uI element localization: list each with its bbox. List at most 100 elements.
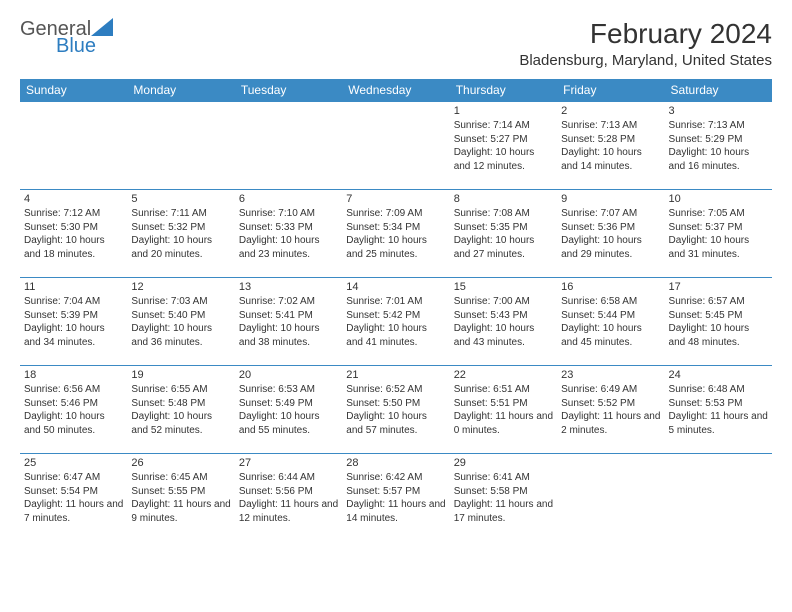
location: Bladensburg, Maryland, United States bbox=[519, 52, 772, 69]
day-number: 23 bbox=[561, 369, 660, 381]
daylight-text: Daylight: 10 hours and 25 minutes. bbox=[346, 234, 445, 261]
calendar-cell: 9Sunrise: 7:07 AMSunset: 5:36 PMDaylight… bbox=[557, 190, 664, 278]
day-number: 29 bbox=[454, 457, 553, 469]
calendar-cell-empty bbox=[557, 454, 664, 542]
calendar-cell: 15Sunrise: 7:00 AMSunset: 5:43 PMDayligh… bbox=[450, 278, 557, 366]
daylight-text: Daylight: 10 hours and 27 minutes. bbox=[454, 234, 553, 261]
daylight-text: Daylight: 10 hours and 20 minutes. bbox=[131, 234, 230, 261]
calendar-cell: 7 Sunrise: 7:09 AMSunset: 5:34 PMDaylight… bbox=[342, 190, 449, 278]
day-number: 10 bbox=[669, 193, 768, 205]
day-number: 26 bbox=[131, 457, 230, 469]
calendar-cell: 23Sunrise: 6:49 AMSunset: 5:52 PMDayligh… bbox=[557, 366, 664, 454]
sunset-text: Sunset: 5:30 PM bbox=[24, 221, 123, 235]
sunrise-text: Sunrise: 6:57 AM bbox=[669, 295, 768, 309]
daylight-text: Daylight: 11 hours and 12 minutes. bbox=[239, 498, 338, 525]
calendar-cell-empty bbox=[665, 454, 772, 542]
sunrise-text: Sunrise: 7:01 AM bbox=[346, 295, 445, 309]
calendar-row: 11Sunrise: 7:04 AMSunset: 5:39 PMDayligh… bbox=[20, 278, 772, 366]
day-number: 7 bbox=[346, 193, 445, 205]
sunset-text: Sunset: 5:27 PM bbox=[454, 133, 553, 147]
calendar-cell: 6Sunrise: 7:10 AMSunset: 5:33 PMDaylight… bbox=[235, 190, 342, 278]
calendar-body: 1Sunrise: 7:14 AMSunset: 5:27 PMDaylight… bbox=[20, 102, 772, 542]
daylight-text: Daylight: 10 hours and 31 minutes. bbox=[669, 234, 768, 261]
sunset-text: Sunset: 5:42 PM bbox=[346, 309, 445, 323]
weekday-header: Wednesday bbox=[342, 79, 449, 102]
sunset-text: Sunset: 5:58 PM bbox=[454, 485, 553, 499]
sunrise-text: Sunrise: 6:58 AM bbox=[561, 295, 660, 309]
calendar-cell: 22Sunrise: 6:51 AMSunset: 5:51 PMDayligh… bbox=[450, 366, 557, 454]
calendar-cell: 27Sunrise: 6:44 AMSunset: 5:56 PMDayligh… bbox=[235, 454, 342, 542]
sunrise-text: Sunrise: 6:47 AM bbox=[24, 471, 123, 485]
sunrise-text: Sunrise: 7:02 AM bbox=[239, 295, 338, 309]
daylight-text: Daylight: 10 hours and 16 minutes. bbox=[669, 146, 768, 173]
daylight-text: Daylight: 10 hours and 29 minutes. bbox=[561, 234, 660, 261]
sunset-text: Sunset: 5:36 PM bbox=[561, 221, 660, 235]
sunrise-text: Sunrise: 7:07 AM bbox=[561, 207, 660, 221]
calendar-row: 4Sunrise: 7:12 AMSunset: 5:30 PMDaylight… bbox=[20, 190, 772, 278]
sunset-text: Sunset: 5:35 PM bbox=[454, 221, 553, 235]
calendar-cell: 12Sunrise: 7:03 AMSunset: 5:40 PMDayligh… bbox=[127, 278, 234, 366]
sunrise-text: Sunrise: 7:12 AM bbox=[24, 207, 123, 221]
calendar-cell: 18Sunrise: 6:56 AMSunset: 5:46 PMDayligh… bbox=[20, 366, 127, 454]
calendar-cell: 26Sunrise: 6:45 AMSunset: 5:55 PMDayligh… bbox=[127, 454, 234, 542]
calendar-cell: 17Sunrise: 6:57 AMSunset: 5:45 PMDayligh… bbox=[665, 278, 772, 366]
title-block: February 2024 Bladensburg, Maryland, Uni… bbox=[519, 18, 772, 69]
sunset-text: Sunset: 5:34 PM bbox=[346, 221, 445, 235]
calendar-cell: 4Sunrise: 7:12 AMSunset: 5:30 PMDaylight… bbox=[20, 190, 127, 278]
sunset-text: Sunset: 5:37 PM bbox=[669, 221, 768, 235]
calendar-cell: 19Sunrise: 6:55 AMSunset: 5:48 PMDayligh… bbox=[127, 366, 234, 454]
sunset-text: Sunset: 5:55 PM bbox=[131, 485, 230, 499]
day-number: 24 bbox=[669, 369, 768, 381]
weekday-header: Monday bbox=[127, 79, 234, 102]
calendar-cell: 3Sunrise: 7:13 AMSunset: 5:29 PMDaylight… bbox=[665, 102, 772, 190]
calendar-cell: 20Sunrise: 6:53 AMSunset: 5:49 PMDayligh… bbox=[235, 366, 342, 454]
day-number: 14 bbox=[346, 281, 445, 293]
weekday-header: Friday bbox=[557, 79, 664, 102]
day-number: 11 bbox=[24, 281, 123, 293]
daylight-text: Daylight: 10 hours and 43 minutes. bbox=[454, 322, 553, 349]
sunrise-text: Sunrise: 6:49 AM bbox=[561, 383, 660, 397]
weekday-header: Thursday bbox=[450, 79, 557, 102]
sunset-text: Sunset: 5:56 PM bbox=[239, 485, 338, 499]
sunrise-text: Sunrise: 6:52 AM bbox=[346, 383, 445, 397]
calendar-cell: 8Sunrise: 7:08 AMSunset: 5:35 PMDaylight… bbox=[450, 190, 557, 278]
daylight-text: Daylight: 11 hours and 7 minutes. bbox=[24, 498, 123, 525]
day-number: 5 bbox=[131, 193, 230, 205]
day-number: 16 bbox=[561, 281, 660, 293]
day-number: 13 bbox=[239, 281, 338, 293]
daylight-text: Daylight: 10 hours and 12 minutes. bbox=[454, 146, 553, 173]
sunset-text: Sunset: 5:45 PM bbox=[669, 309, 768, 323]
sunrise-text: Sunrise: 6:41 AM bbox=[454, 471, 553, 485]
daylight-text: Daylight: 10 hours and 45 minutes. bbox=[561, 322, 660, 349]
logo: General Blue bbox=[20, 18, 113, 58]
sunrise-text: Sunrise: 7:11 AM bbox=[131, 207, 230, 221]
sunrise-text: Sunrise: 7:09 AM bbox=[346, 207, 445, 221]
sunrise-text: Sunrise: 6:48 AM bbox=[669, 383, 768, 397]
sunset-text: Sunset: 5:49 PM bbox=[239, 397, 338, 411]
calendar-cell: 10Sunrise: 7:05 AMSunset: 5:37 PMDayligh… bbox=[665, 190, 772, 278]
day-number: 6 bbox=[239, 193, 338, 205]
sunset-text: Sunset: 5:53 PM bbox=[669, 397, 768, 411]
calendar-cell: 1Sunrise: 7:14 AMSunset: 5:27 PMDaylight… bbox=[450, 102, 557, 190]
calendar-cell: 29 Sunrise: 6:41 AMSunset: 5:58 PMDayligh… bbox=[450, 454, 557, 542]
sunrise-text: Sunrise: 7:13 AM bbox=[561, 119, 660, 133]
sunrise-text: Sunrise: 6:51 AM bbox=[454, 383, 553, 397]
month-title: February 2024 bbox=[519, 18, 772, 50]
calendar-row: 1Sunrise: 7:14 AMSunset: 5:27 PMDaylight… bbox=[20, 102, 772, 190]
calendar-row: 25Sunrise: 6:47 AMSunset: 5:54 PMDayligh… bbox=[20, 454, 772, 542]
daylight-text: Daylight: 11 hours and 5 minutes. bbox=[669, 410, 768, 437]
daylight-text: Daylight: 11 hours and 17 minutes. bbox=[454, 498, 553, 525]
day-number: 21 bbox=[346, 369, 445, 381]
day-number: 1 bbox=[454, 105, 553, 117]
calendar-row: 18Sunrise: 6:56 AMSunset: 5:46 PMDayligh… bbox=[20, 366, 772, 454]
sunset-text: Sunset: 5:57 PM bbox=[346, 485, 445, 499]
sunrise-text: Sunrise: 7:10 AM bbox=[239, 207, 338, 221]
calendar-cell: 14 Sunrise: 7:01 AMSunset: 5:42 PMDayligh… bbox=[342, 278, 449, 366]
weekday-header: Sunday bbox=[20, 79, 127, 102]
sunrise-text: Sunrise: 7:03 AM bbox=[131, 295, 230, 309]
sunset-text: Sunset: 5:39 PM bbox=[24, 309, 123, 323]
calendar-cell-empty bbox=[235, 102, 342, 190]
sunset-text: Sunset: 5:51 PM bbox=[454, 397, 553, 411]
sunset-text: Sunset: 5:50 PM bbox=[346, 397, 445, 411]
daylight-text: Daylight: 10 hours and 41 minutes. bbox=[346, 322, 445, 349]
